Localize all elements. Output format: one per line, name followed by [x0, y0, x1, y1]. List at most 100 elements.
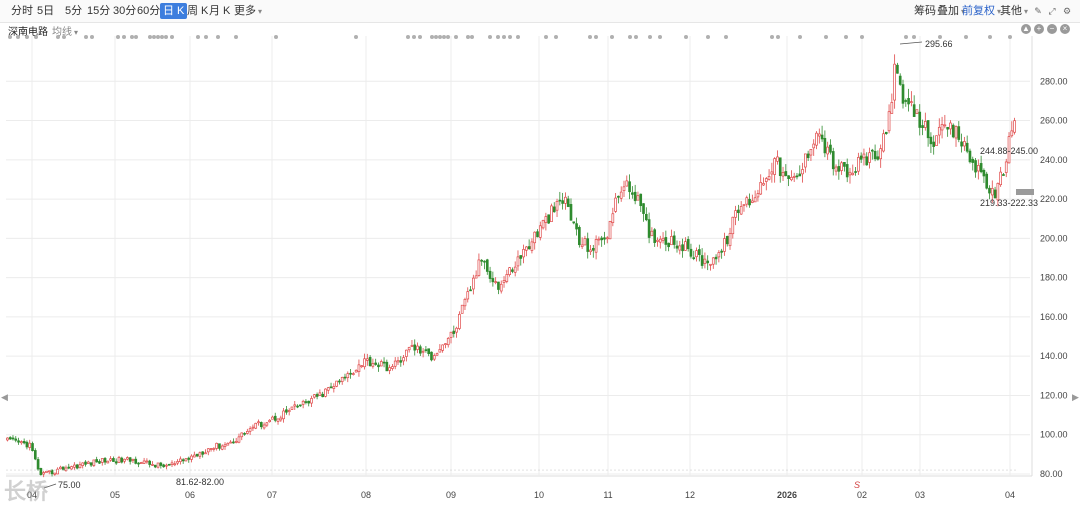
candle-body [279, 417, 283, 421]
candle-body [324, 388, 327, 397]
period-tab-daily[interactable]: 日 K [160, 3, 188, 19]
close-icon[interactable]: × [1060, 24, 1070, 34]
overlay-dropdown[interactable]: 叠加 ▾ [937, 3, 965, 19]
candle-body [17, 440, 20, 443]
candle-body [246, 431, 249, 434]
candle-body [181, 459, 185, 462]
y-tick-label: 240.00 [1040, 155, 1068, 165]
candle-body [636, 195, 640, 201]
ma-indicator-toggle[interactable]: 均线 ▾ [52, 23, 78, 38]
candle-body [725, 235, 729, 245]
adjust-dropdown[interactable]: 前复权 ▾ [962, 3, 1001, 19]
candle-body [879, 148, 883, 160]
candle-body [293, 404, 297, 407]
candle-body [477, 259, 481, 276]
event-dot [706, 35, 710, 39]
candle-body [628, 181, 631, 193]
candle-body [304, 401, 308, 403]
candle-body [625, 180, 629, 187]
candle-body [193, 454, 196, 458]
candle-body [338, 380, 341, 383]
candle-body [53, 472, 57, 475]
candle-body [845, 164, 849, 178]
scroll-left-icon[interactable]: ◀ [1, 392, 8, 402]
overlay-label: 叠加 [937, 5, 959, 17]
candle-body [352, 373, 355, 375]
candle-body [633, 191, 637, 202]
event-dot [824, 35, 828, 39]
candle-body [195, 453, 199, 457]
candle-body [873, 150, 877, 160]
x-tick-label: 12 [685, 490, 695, 500]
period-tab-15min[interactable]: 15分 [87, 5, 111, 17]
candle-body [795, 175, 799, 178]
period-tab-5min[interactable]: 5分 [65, 5, 83, 17]
other-dropdown[interactable]: 其他 ▾ [1000, 3, 1028, 19]
event-dot [148, 35, 152, 39]
period-tab-5day[interactable]: 5日 [37, 5, 55, 17]
candle-body [617, 195, 620, 198]
fullscreen-icon[interactable]: ⤢ [1048, 6, 1056, 16]
candle-body [391, 366, 394, 369]
candle-body [527, 246, 531, 250]
event-dot [164, 35, 168, 39]
scroll-right-icon[interactable]: ▶ [1072, 392, 1079, 402]
candle-body [901, 84, 905, 104]
period-tab-30min[interactable]: 30分 [113, 5, 137, 17]
event-dot [844, 35, 848, 39]
candle-body [522, 249, 525, 258]
event-dot [274, 35, 278, 39]
zoom-out-icon[interactable]: − [1047, 24, 1057, 34]
candle-body [739, 206, 743, 215]
candle-body [363, 358, 366, 368]
candle-body [212, 448, 216, 450]
candle-body [257, 421, 260, 424]
candle-body [273, 415, 277, 421]
candle-body [561, 200, 564, 204]
event-dot [156, 35, 160, 39]
period-more-dropdown[interactable]: 更多 ▾ [231, 3, 265, 19]
indicator-up-icon[interactable]: ▲ [1021, 24, 1031, 34]
candle-body [22, 440, 26, 444]
y-tick-label: 140.00 [1040, 351, 1068, 361]
chips-button[interactable]: 筹码 [914, 5, 936, 17]
candle-body [647, 219, 651, 238]
x-tick-label: 10 [534, 490, 544, 500]
candle-body [868, 152, 871, 163]
event-dot [56, 35, 60, 39]
zoom-in-icon[interactable]: + [1034, 24, 1044, 34]
draw-tool-icon[interactable]: ✎ [1034, 6, 1042, 16]
candle-body [918, 111, 922, 128]
candle-body [340, 377, 344, 382]
candle-body [806, 153, 810, 159]
x-tick-label: 2026 [777, 490, 797, 500]
candle-body [884, 131, 888, 135]
period-tab-weekly[interactable]: 周 K [187, 5, 209, 17]
candle-body [670, 236, 673, 246]
candle-body [59, 466, 62, 470]
candle-body [511, 269, 514, 272]
period-tab-fenshi[interactable]: 分时 [11, 5, 33, 17]
candle-body [767, 176, 771, 180]
candle-body [773, 158, 776, 175]
y-tick-label: 180.00 [1040, 273, 1068, 283]
candle-body [711, 257, 715, 265]
candle-body [282, 410, 285, 420]
event-dot [502, 35, 506, 39]
event-dot [508, 35, 512, 39]
event-dot [454, 35, 458, 39]
event-dot [216, 35, 220, 39]
indicator-bar: 深南电路 均线 ▾ [0, 23, 1080, 38]
period-tab-60min[interactable]: 60分 [137, 5, 161, 17]
candle-body [455, 327, 458, 333]
candle-body [519, 255, 523, 259]
candle-body [335, 380, 338, 387]
candle-body [935, 135, 938, 146]
candle-body [689, 248, 693, 257]
candle-body [502, 280, 506, 283]
candle-body [165, 464, 168, 467]
candle-body [717, 252, 721, 258]
settings-icon[interactable]: ⚙ [1062, 6, 1072, 16]
period-tab-monthly[interactable]: 月 K [209, 5, 231, 17]
